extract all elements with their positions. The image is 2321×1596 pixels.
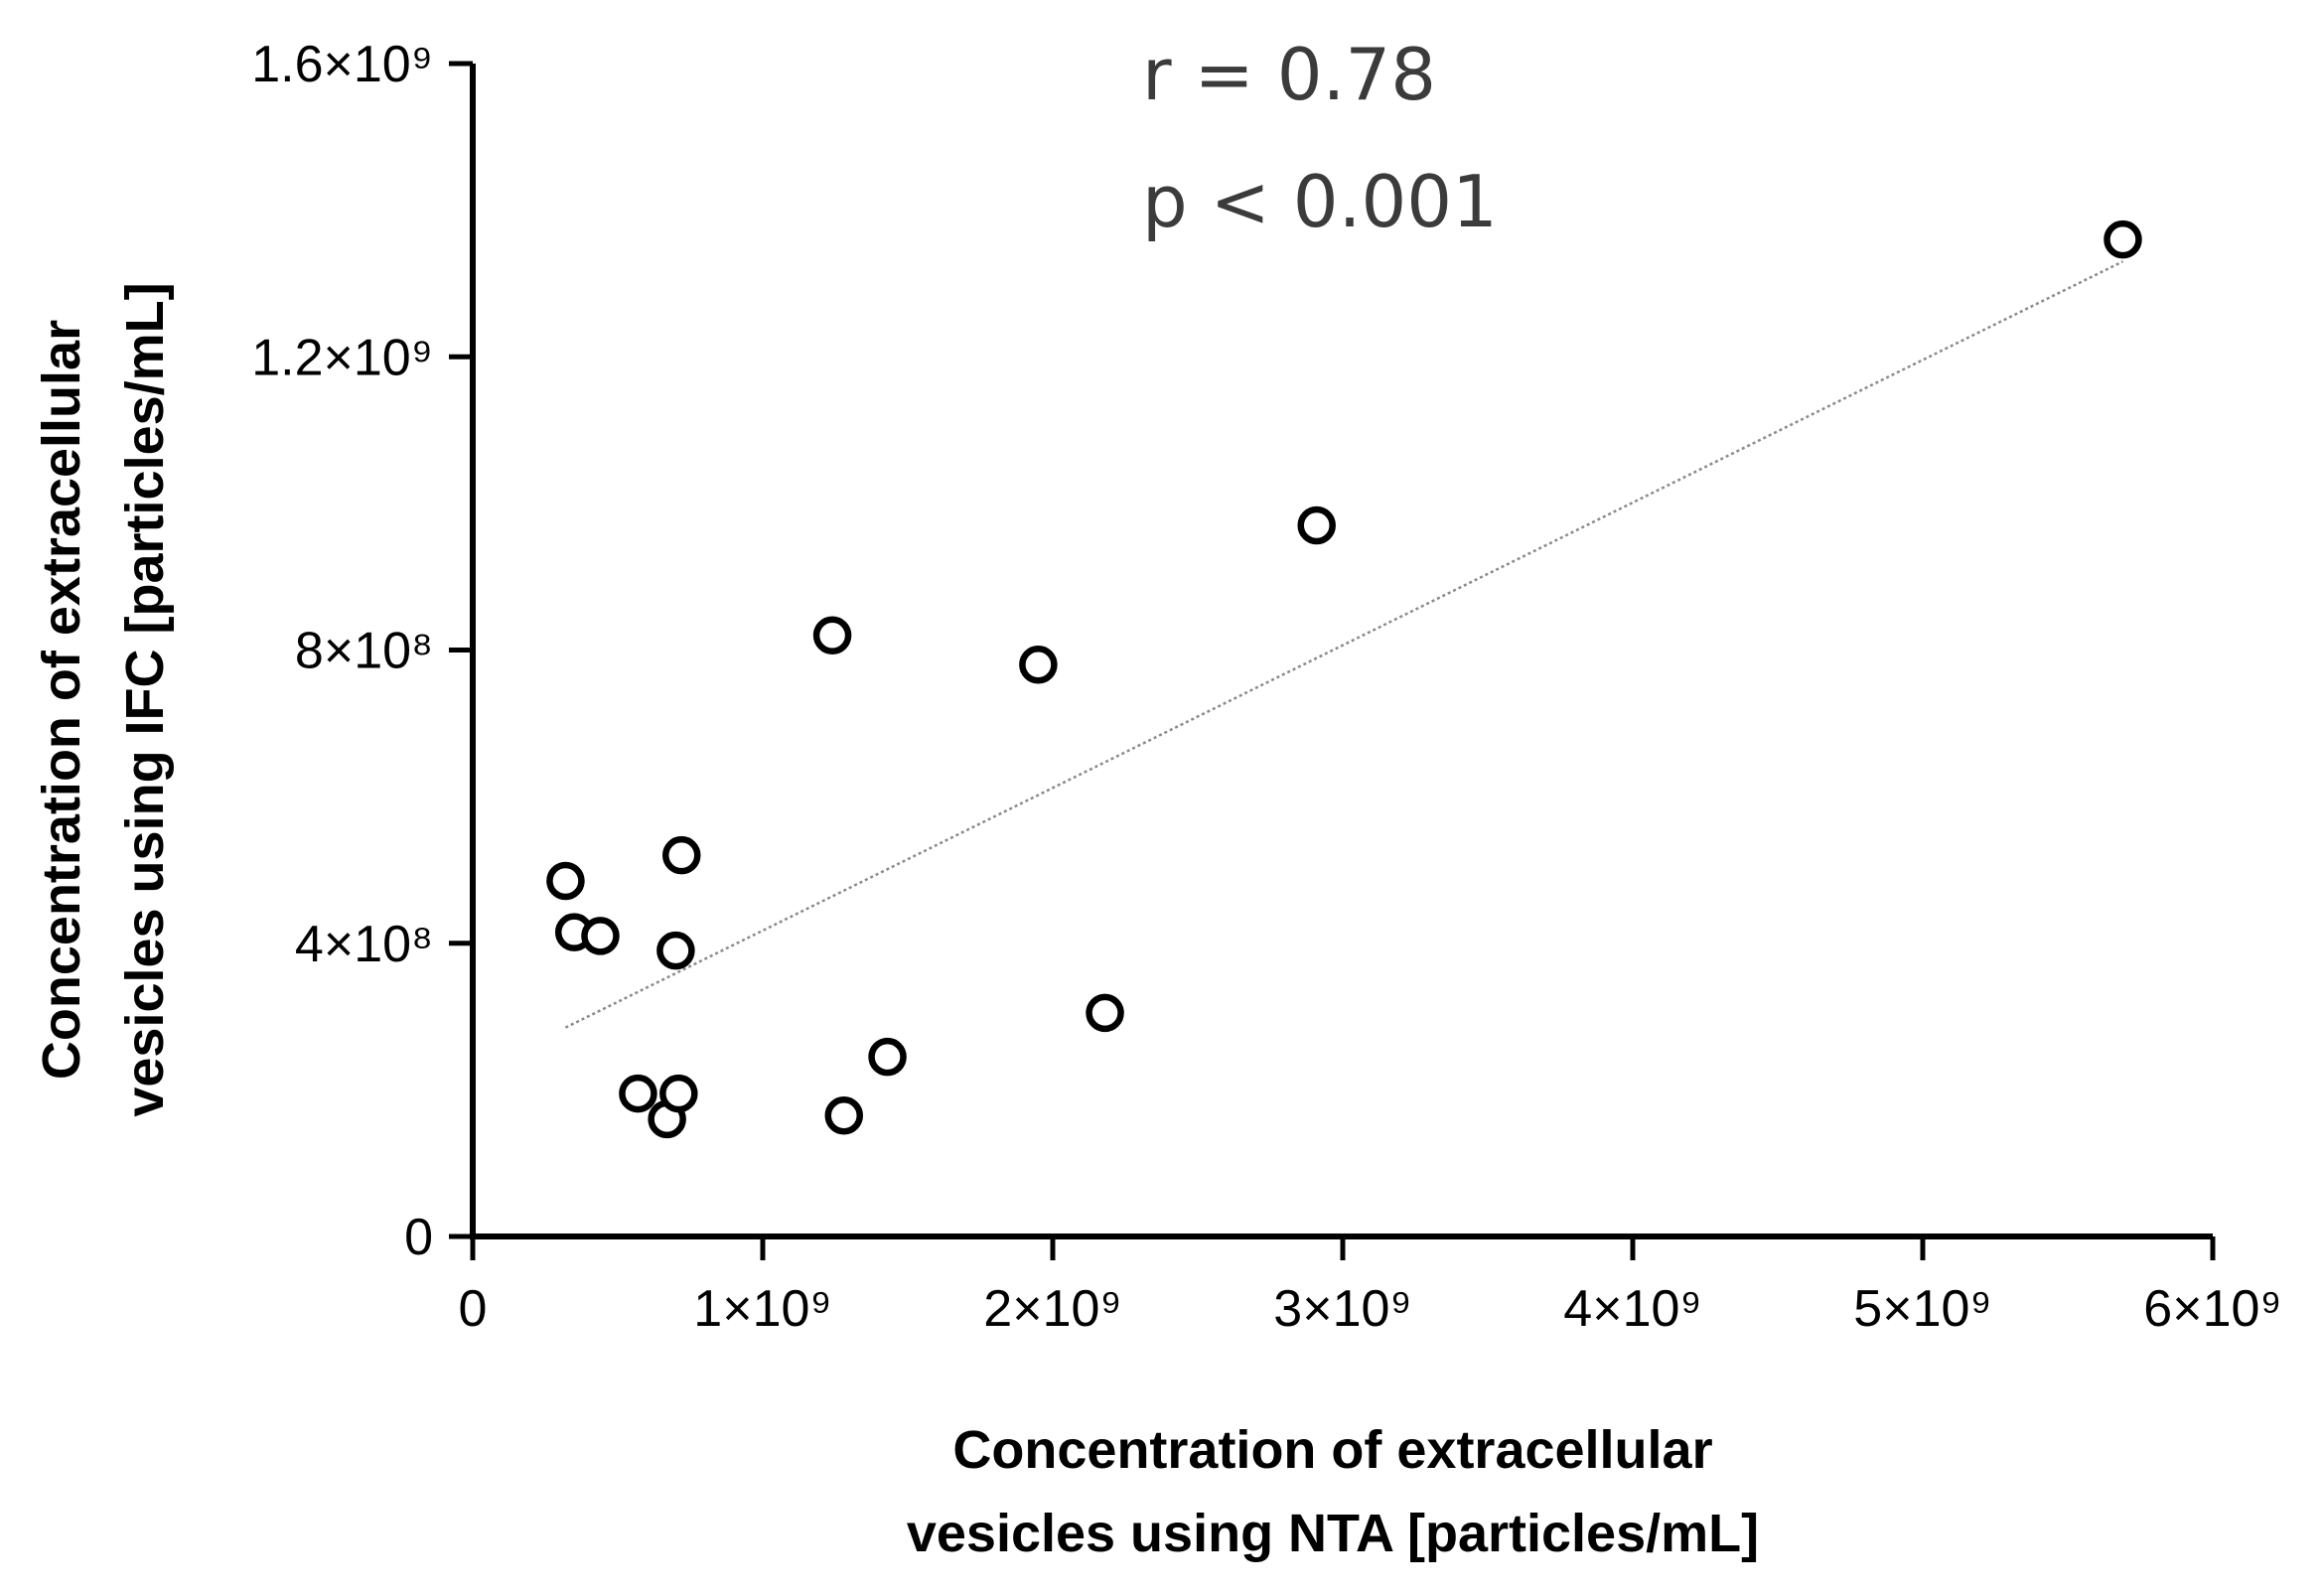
data-point	[619, 1074, 657, 1113]
y-tick-label: 8×10⁸	[295, 623, 433, 680]
y-ticks: 0 4×10⁸ 8×10⁸ 1.2×10⁹ 1.6×10⁹	[251, 36, 473, 1266]
trendline-layer	[564, 260, 2124, 1029]
y-axis-title: Concentration of extracellular vesicles …	[32, 282, 175, 1116]
data-point	[659, 1074, 698, 1113]
data-points	[546, 219, 2142, 1139]
correlation-annotation: r = 0.78	[1142, 33, 1436, 116]
x-tick-label: 1×10⁹	[693, 1280, 831, 1338]
y-tick-label: 1.6×10⁹	[251, 36, 433, 93]
data-point	[868, 1037, 907, 1077]
x-tick-label: 2×10⁹	[983, 1280, 1121, 1338]
data-point	[1086, 993, 1124, 1033]
data-point	[546, 861, 585, 901]
data-point	[1019, 646, 1058, 684]
x-axis-title-line-1: Concentration of extracellular	[952, 1420, 1712, 1480]
x-axis-title: Concentration of extracellular vesicles …	[907, 1420, 1759, 1563]
y-axis-title-line-2: vesicles using IFC [particles/mL]	[115, 282, 175, 1116]
data-point	[812, 616, 852, 654]
data-point	[2103, 219, 2142, 259]
annotations: r = 0.78 p < 0.001	[1142, 33, 1498, 243]
x-tick-label: 4×10⁹	[1563, 1280, 1701, 1338]
p-value-annotation: p < 0.001	[1142, 160, 1498, 243]
data-point	[661, 835, 701, 875]
x-tick-label: 6×10⁹	[2143, 1280, 2281, 1338]
x-axis-title-line-2: vesicles using NTA [particles/mL]	[907, 1504, 1759, 1563]
x-tick-label: 0	[459, 1280, 488, 1338]
data-point	[581, 917, 620, 955]
data-point	[656, 931, 695, 970]
x-tick-label: 5×10⁹	[1853, 1280, 1991, 1338]
regression-line	[564, 260, 2124, 1029]
x-ticks: 0 1×10⁹ 2×10⁹ 3×10⁹ 4×10⁹ 5×10⁹ 6×10⁹	[459, 1236, 2282, 1338]
x-tick-label: 3×10⁹	[1273, 1280, 1411, 1338]
y-axis-title-line-1: Concentration of extracellular	[32, 320, 91, 1080]
y-tick-label: 4×10⁸	[295, 916, 433, 973]
data-point	[824, 1095, 864, 1135]
data-point	[1297, 506, 1336, 545]
y-tick-label: 1.2×10⁹	[251, 329, 433, 386]
y-tick-label: 0	[404, 1209, 433, 1266]
